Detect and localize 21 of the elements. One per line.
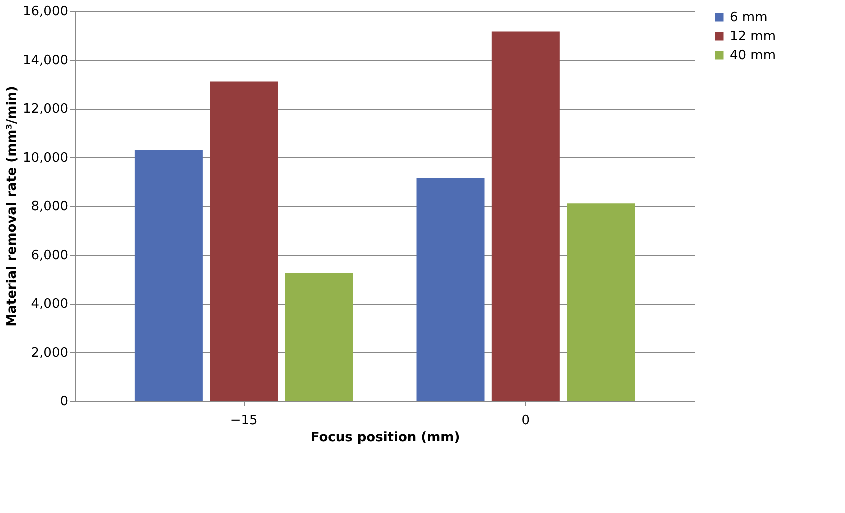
y-tick-label: 12,000 (23, 102, 68, 117)
bar (492, 32, 560, 401)
bar (285, 273, 354, 401)
x-tick-label: −15 (230, 414, 258, 428)
y-tick-label: 14,000 (23, 53, 68, 68)
bar (416, 178, 485, 401)
legend-label: 40 mm (730, 48, 776, 64)
y-tick-label: 6,000 (31, 248, 68, 264)
bar (210, 82, 278, 401)
bar (567, 204, 636, 401)
y-tick-label: 8,000 (31, 200, 68, 214)
bar (134, 150, 203, 401)
y-tick-label: 2,000 (31, 346, 68, 361)
y-axis-title: Material removal rate (mm³/min) (5, 86, 20, 327)
y-tick-label: 0 (60, 394, 68, 410)
y-tick-label: 16,000 (23, 4, 68, 20)
legend-label: 12 mm (730, 30, 776, 44)
legend-label: 6 mm (730, 10, 768, 26)
x-axis-title: Focus position (mm) (310, 430, 460, 446)
y-tick-label: 4,000 (31, 297, 68, 312)
y-tick-label: 10,000 (23, 150, 68, 166)
